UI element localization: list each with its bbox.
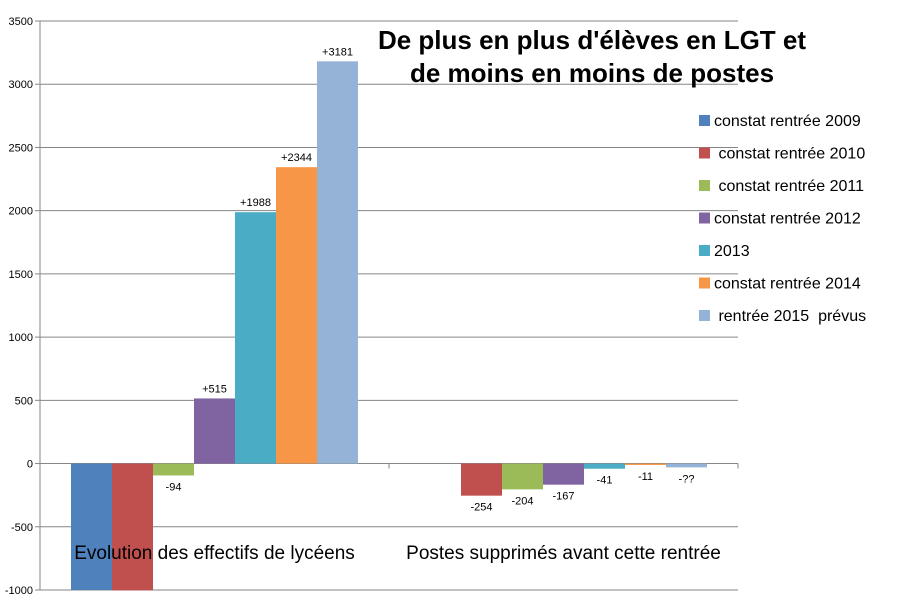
data-label: +2344 bbox=[281, 152, 312, 164]
data-label: -11 bbox=[638, 471, 653, 483]
legend-entry: constat rentrée 2012 bbox=[714, 211, 861, 228]
data-label: -?? bbox=[679, 473, 695, 485]
data-label: +1988 bbox=[240, 197, 271, 209]
legend-swatch bbox=[699, 212, 710, 224]
legend-entry: constat rentrée 2011 bbox=[714, 178, 864, 195]
y-tick-label: 2500 bbox=[9, 142, 33, 154]
bar bbox=[153, 463, 194, 476]
bar bbox=[584, 463, 625, 469]
y-tick-label: -1000 bbox=[5, 585, 33, 597]
category-label: Postes supprimés avant cette rentrée bbox=[406, 543, 721, 564]
data-label: -167 bbox=[552, 491, 574, 503]
category-label: Evolution des effectifs de lycéens bbox=[74, 543, 355, 564]
data-label: -94 bbox=[166, 481, 182, 493]
chart-title-line: de moins en moins de postes bbox=[410, 58, 774, 88]
y-tick-label: 3500 bbox=[9, 16, 33, 28]
bar bbox=[543, 463, 584, 485]
bars bbox=[71, 61, 707, 591]
legend: constat rentrée 2009 constat rentrée 201… bbox=[699, 113, 866, 325]
bar bbox=[276, 167, 317, 464]
y-tick-label: 1000 bbox=[9, 332, 33, 344]
legend-swatch bbox=[699, 180, 710, 191]
y-tick-label: 0 bbox=[27, 459, 33, 471]
data-label: +515 bbox=[202, 383, 227, 395]
legend-swatch bbox=[699, 245, 710, 256]
y-tick-label: 1500 bbox=[9, 269, 33, 281]
legend-swatch bbox=[699, 310, 710, 321]
y-tick-label: 3000 bbox=[9, 79, 33, 91]
legend-entry: 2013 bbox=[714, 243, 750, 260]
legend-entry: rentrée 2015 prévus bbox=[714, 308, 866, 325]
bar bbox=[625, 463, 666, 465]
data-labels: -94 +515 +1988 +2344 +3181 -254 -204 -167 -41 -11… bbox=[166, 46, 695, 513]
bar bbox=[235, 212, 276, 464]
legend-swatch bbox=[699, 115, 710, 126]
bar bbox=[317, 61, 358, 464]
bar bbox=[461, 463, 502, 496]
data-label: -204 bbox=[511, 495, 533, 507]
legend-entry: constat rentrée 2010 bbox=[714, 146, 865, 163]
bar bbox=[194, 398, 235, 464]
bar bbox=[502, 463, 543, 490]
category-labels: Evolution des effectifs de lycéens Postes… bbox=[74, 543, 721, 564]
legend-swatch bbox=[699, 277, 710, 289]
legend-entry: constat rentrée 2014 bbox=[714, 276, 861, 293]
data-label: -254 bbox=[470, 502, 492, 514]
legend-swatch bbox=[699, 147, 710, 159]
y-tick-label: 500 bbox=[15, 395, 33, 407]
bar bbox=[112, 463, 153, 591]
legend-entry: constat rentrée 2009 bbox=[714, 113, 861, 130]
chart-title-line: De plus en plus d'élèves en LGT et bbox=[378, 25, 806, 55]
bar bbox=[666, 463, 707, 468]
data-label: -41 bbox=[597, 475, 613, 487]
y-tick-label: -500 bbox=[11, 522, 33, 534]
bar bbox=[71, 463, 112, 590]
y-tick-label: 2000 bbox=[9, 206, 33, 218]
data-label: +3181 bbox=[322, 46, 353, 58]
